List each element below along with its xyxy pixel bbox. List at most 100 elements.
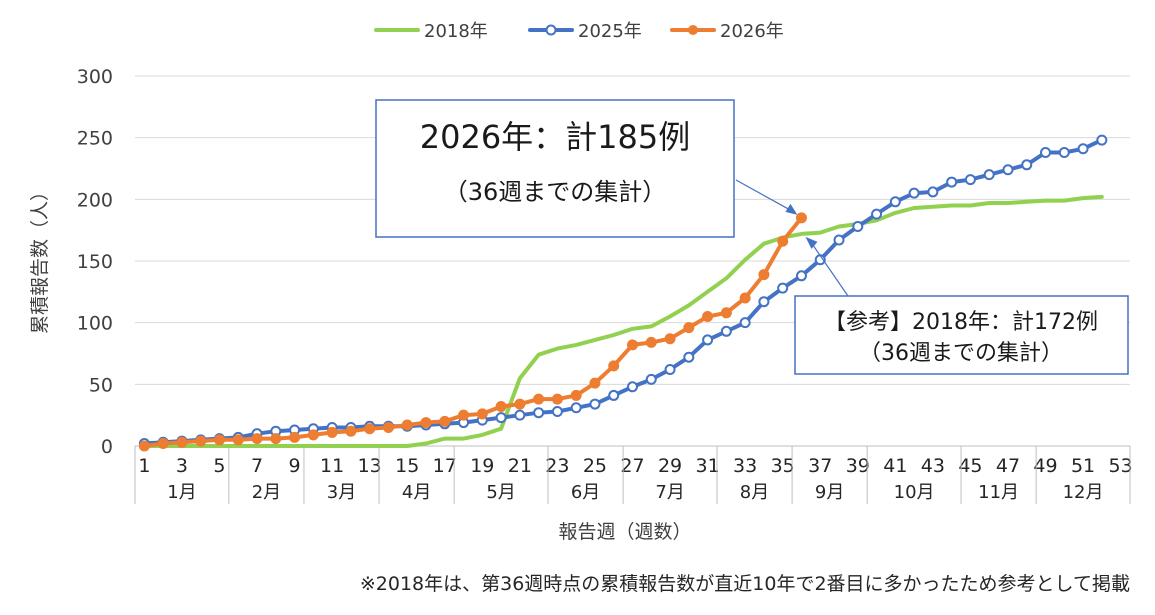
month-label-12: 12月: [1063, 482, 1104, 503]
point-2025年-w42: [908, 187, 920, 199]
point-2025年-w39: [852, 220, 864, 232]
point-2026年-w24: [570, 389, 582, 401]
point-2026年-w15: [401, 419, 413, 431]
point-2026年-w32: [720, 307, 732, 319]
x-tick-label-39: 39: [846, 455, 870, 477]
x-tick-label-17: 17: [433, 455, 457, 477]
point-2026年-w33: [739, 292, 751, 304]
point-2025年-w23: [551, 405, 563, 417]
point-2026年-w12: [345, 425, 357, 437]
month-label-8: 8月: [740, 482, 769, 503]
point-2026年-w4: [195, 435, 207, 447]
legend-label-2018年: 2018年: [424, 21, 488, 42]
annotation-2026-line1: 2026年：計185例: [420, 118, 691, 156]
x-tick-label-35: 35: [771, 455, 795, 477]
point-2025年-w36: [795, 270, 807, 282]
x-tick-label-11: 11: [320, 455, 344, 477]
point-2025年-w51: [1077, 143, 1089, 155]
point-2026年-w1: [138, 440, 150, 452]
point-2026年-w16: [420, 417, 432, 429]
point-2025年-w27: [627, 381, 638, 393]
point-2026年-w30: [683, 322, 695, 334]
x-tick-label-47: 47: [996, 455, 1020, 477]
x-tick-label-19: 19: [470, 455, 494, 477]
series-line-2025年: [142, 138, 1104, 446]
point-2026年-w25: [589, 377, 601, 389]
x-tick-label-15: 15: [395, 455, 419, 477]
footnote: ※2018年は、第36週時点の累積報告数が直近10年で2番目に多かったため参考と…: [360, 573, 1130, 595]
point-2026年-w2: [157, 438, 169, 450]
point-2025年-w47: [1002, 164, 1014, 176]
point-2025年-w48: [1021, 159, 1033, 171]
point-2025年-w20: [495, 412, 507, 424]
series-line-2018年: [142, 194, 1104, 448]
point-2025年-w40: [871, 208, 883, 220]
annotations: 2026年：計185例 （36週までの集計） 【参考】2018年：計172例 （36週…: [375, 99, 1129, 375]
x-tick-label-5: 5: [213, 455, 225, 477]
x-tick-label-37: 37: [808, 455, 832, 477]
legend-label-2025年: 2025年: [578, 21, 642, 42]
y-tick-label-100: 100: [77, 313, 113, 335]
x-tick-label-41: 41: [883, 455, 907, 477]
legend: 2018年 2025年 2026年: [374, 21, 784, 42]
x-tick-label-29: 29: [658, 455, 682, 477]
point-2025年-w26: [608, 389, 620, 401]
y-tick-label-150: 150: [77, 251, 113, 273]
month-label-1: 1月: [167, 482, 196, 503]
point-2025年-w31: [702, 334, 714, 346]
point-2026年-w21: [514, 398, 526, 410]
y-tick-label-250: 250: [77, 128, 113, 150]
point-2026年-w29: [664, 333, 676, 345]
annotation-box-2018: [794, 295, 1129, 375]
month-label-10: 10月: [894, 482, 935, 503]
point-2026年-w6: [232, 434, 244, 446]
y-tick-label-50: 50: [89, 374, 113, 396]
x-tick-label-33: 33: [733, 455, 757, 477]
legend-marker-2026年: [688, 25, 698, 35]
point-2025年-w52: [1096, 134, 1108, 146]
point-2025年-w44: [946, 176, 958, 188]
point-2025年-w30: [683, 351, 695, 363]
legend-marker-2025年: [545, 24, 557, 36]
annotation-arrowhead-2018: [805, 236, 818, 249]
month-label-6: 6月: [571, 482, 600, 503]
point-2025年-w41: [889, 196, 901, 208]
point-2026年-w23: [551, 393, 563, 405]
x-tick-label-53: 53: [1109, 455, 1133, 477]
point-2026年-w11: [326, 426, 338, 438]
point-2026年-w13: [364, 423, 376, 435]
point-2025年-w32: [720, 325, 732, 337]
x-tick-label-9: 9: [289, 455, 301, 477]
x-tick-label-13: 13: [358, 455, 382, 477]
x-tick-label-27: 27: [620, 455, 644, 477]
x-tick-label-7: 7: [251, 455, 263, 477]
point-2026年-w28: [645, 336, 657, 348]
point-2025年-w38: [833, 234, 845, 246]
x-tick-label-1: 1: [138, 455, 150, 477]
point-2026年-w22: [533, 393, 545, 405]
legend-label-2026年: 2026年: [720, 21, 784, 42]
point-2026年-w14: [382, 422, 394, 433]
x-tick-label-49: 49: [1033, 455, 1057, 477]
point-2026年-w20: [495, 401, 507, 413]
point-2026年-w5: [213, 434, 225, 446]
point-2025年-w25: [589, 398, 601, 410]
point-2025年-w34: [758, 296, 770, 308]
point-2026年-w35: [777, 235, 789, 247]
point-2025年-w22: [533, 407, 545, 419]
y-tick-label-0: 0: [101, 436, 113, 458]
x-tick-label-3: 3: [176, 455, 188, 477]
x-tick-label-51: 51: [1071, 455, 1095, 477]
point-2025年-w24: [570, 402, 582, 414]
month-label-4: 4月: [402, 482, 431, 503]
y-tick-label-200: 200: [77, 189, 113, 211]
point-2026年-w3: [176, 436, 188, 448]
point-2026年-w34: [758, 269, 770, 281]
point-2026年-w36: [795, 212, 807, 224]
point-2026年-w18: [458, 409, 470, 421]
point-2025年-w49: [1040, 146, 1052, 158]
month-label-7: 7月: [655, 482, 684, 503]
point-2025年-w46: [983, 169, 995, 181]
